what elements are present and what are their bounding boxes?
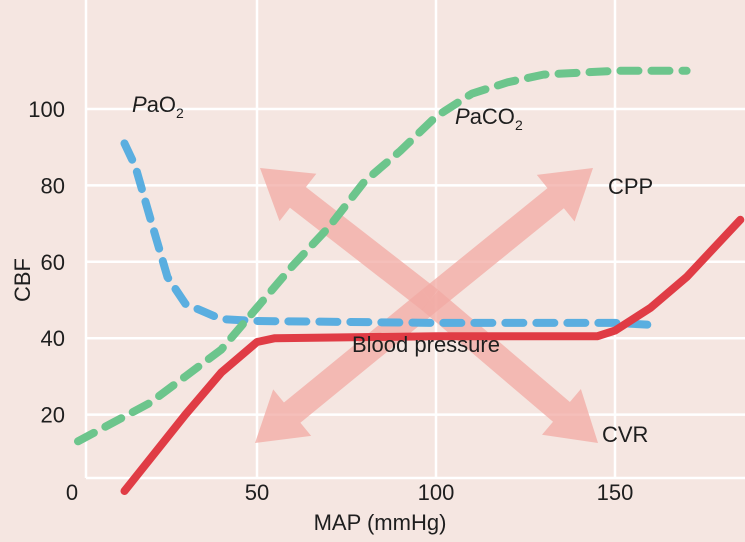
series-line-blood-pressure	[120, 215, 745, 495]
pressure-arrows	[255, 168, 598, 443]
arrow-cvr-down-right	[421, 290, 598, 443]
series-label-paco2-sub: 2	[515, 117, 523, 133]
series-label-pao2-main: aO	[147, 92, 176, 117]
arrow-label-cvr: CVR	[602, 422, 648, 447]
y-tick-label-80: 80	[41, 173, 65, 198]
series-label-pao2-p: P	[132, 92, 147, 117]
x-axis-label: MAP (mmHg)	[314, 510, 447, 535]
series-label-paco2: PaCO2	[455, 104, 523, 133]
series-label-pao2: PaO2	[132, 92, 184, 121]
series-label-paco2-p: P	[455, 104, 470, 129]
data-series	[74, 66, 745, 495]
arrow-label-cpp: CPP	[608, 174, 653, 199]
series-line-pao2	[120, 139, 655, 329]
series-label-blood-pressure: Blood pressure	[352, 332, 500, 357]
y-tick-label-60: 60	[41, 250, 65, 275]
arrow-cpp-down-left	[255, 289, 439, 443]
series-label-paco2-main: aCO	[470, 104, 515, 129]
x-tick-label-0: 0	[66, 480, 78, 505]
y-tick-label-100: 100	[28, 97, 65, 122]
x-tick-label-50: 50	[245, 480, 269, 505]
arrow-cvr-up-left	[260, 168, 438, 311]
y-tick-label-20: 20	[41, 403, 65, 428]
axis-ticks: 0 50 100 150 20 40 60 80 100	[28, 97, 633, 505]
grid-lines	[84, 0, 745, 480]
arrow-cpp-up-right	[421, 168, 593, 311]
y-axis-label: CBF	[10, 258, 35, 302]
x-tick-label-150: 150	[597, 480, 634, 505]
series-label-pao2-sub: 2	[176, 105, 184, 121]
series-line-paco2	[74, 66, 691, 446]
y-tick-label-40: 40	[41, 326, 65, 351]
x-tick-label-100: 100	[418, 480, 455, 505]
